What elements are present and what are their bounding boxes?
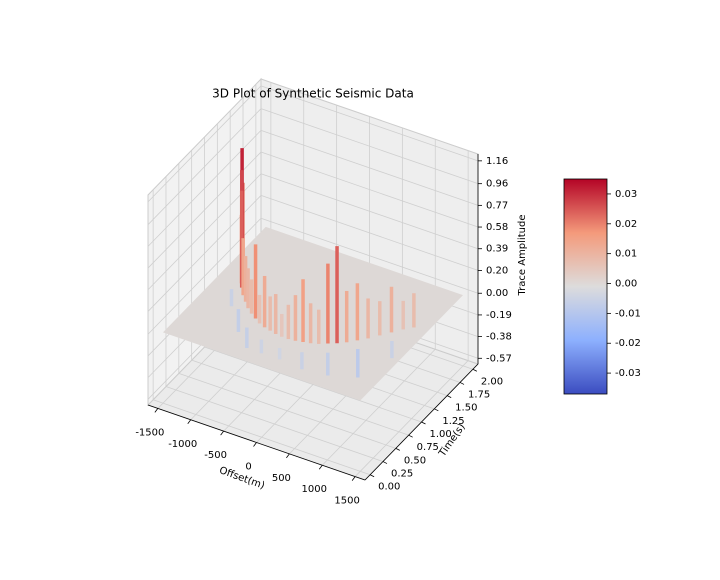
y-tick-label: 1.00 xyxy=(430,429,452,440)
tick-mark xyxy=(286,453,290,459)
colorbar-tick-label: -0.03 xyxy=(615,368,641,379)
x-tick-label: 0 xyxy=(245,462,251,473)
axis-line xyxy=(147,404,366,481)
colorbar-tick-label: 0.03 xyxy=(615,189,637,200)
z-tick-label: 0.77 xyxy=(486,200,508,211)
y-tick-label: 0.50 xyxy=(404,455,426,466)
tick-mark xyxy=(459,382,465,385)
grid-line xyxy=(260,151,479,228)
colorbar-tick-label: 0.01 xyxy=(615,249,637,260)
grid-line xyxy=(153,399,371,476)
grid-line xyxy=(191,359,409,436)
grid-line xyxy=(204,346,422,423)
axis-line xyxy=(364,363,479,481)
x-axis-label: Offset(m) xyxy=(218,465,267,492)
x-tick-label: -500 xyxy=(204,450,227,461)
y-tick-label: 0.00 xyxy=(378,482,400,493)
y-tick-label: 1.50 xyxy=(455,403,477,414)
grid-line xyxy=(147,108,262,225)
tick-mark xyxy=(395,448,400,451)
tick-mark xyxy=(369,474,375,478)
tick-mark xyxy=(351,476,356,481)
z-tick-label: 0.96 xyxy=(486,179,508,190)
tick-mark xyxy=(382,461,388,464)
grid-line xyxy=(260,108,479,185)
surface xyxy=(163,226,463,401)
colorbar-tick-label: -0.01 xyxy=(615,308,641,319)
grid-line xyxy=(165,386,384,462)
z-tick-label: 0.58 xyxy=(486,222,508,233)
z-axis-label: Trace Amplitude xyxy=(517,215,528,297)
tick-mark xyxy=(154,408,159,413)
y-tick-label: 1.25 xyxy=(442,416,464,427)
colorbar xyxy=(563,178,608,395)
y-axis-label: Time(s) xyxy=(437,422,468,460)
z-tick-label: 0.00 xyxy=(486,288,508,299)
grid-line xyxy=(178,372,396,449)
z-tick-label: -0.19 xyxy=(486,310,512,321)
chart-title: 3D Plot of Synthetic Seismic Data xyxy=(212,87,414,101)
grid-line xyxy=(260,195,479,271)
y-tick-label: 2.00 xyxy=(481,376,503,387)
x-tick-label: -1500 xyxy=(135,427,164,438)
colorbar-tick-label: -0.02 xyxy=(615,338,641,349)
z-tick-label: 0.39 xyxy=(486,244,508,255)
colorbar-tick-label: 0.00 xyxy=(615,279,637,290)
grid-line xyxy=(260,85,479,162)
tick-mark xyxy=(253,442,257,447)
z-tick-label: -0.57 xyxy=(486,353,512,364)
tick-mark xyxy=(187,419,192,425)
grid-line xyxy=(260,173,479,250)
x-tick-label: 1000 xyxy=(302,484,327,495)
y-tick-label: 1.75 xyxy=(468,389,490,400)
y-tick-label: 0.75 xyxy=(417,442,439,453)
y-tick-label: 0.25 xyxy=(391,469,413,480)
grid-line xyxy=(260,129,479,206)
tick-mark xyxy=(421,421,426,425)
tick-mark xyxy=(472,368,478,372)
z-tick-label: 1.16 xyxy=(486,156,508,167)
tick-mark xyxy=(447,395,452,398)
tick-mark xyxy=(408,434,413,438)
plot-area xyxy=(147,77,482,481)
tick-mark xyxy=(434,408,439,412)
z-tick-label: 0.20 xyxy=(486,265,508,276)
x-tick-label: -1000 xyxy=(168,439,197,450)
tick-mark xyxy=(318,464,323,470)
x-tick-label: 1500 xyxy=(334,496,359,507)
x-tick-label: 500 xyxy=(272,473,291,484)
tick-mark xyxy=(220,430,224,436)
grid-line xyxy=(147,85,262,203)
grid-line xyxy=(260,217,479,294)
colorbar-tick-label: 0.02 xyxy=(615,219,637,230)
z-tick-label: -0.38 xyxy=(486,332,512,343)
